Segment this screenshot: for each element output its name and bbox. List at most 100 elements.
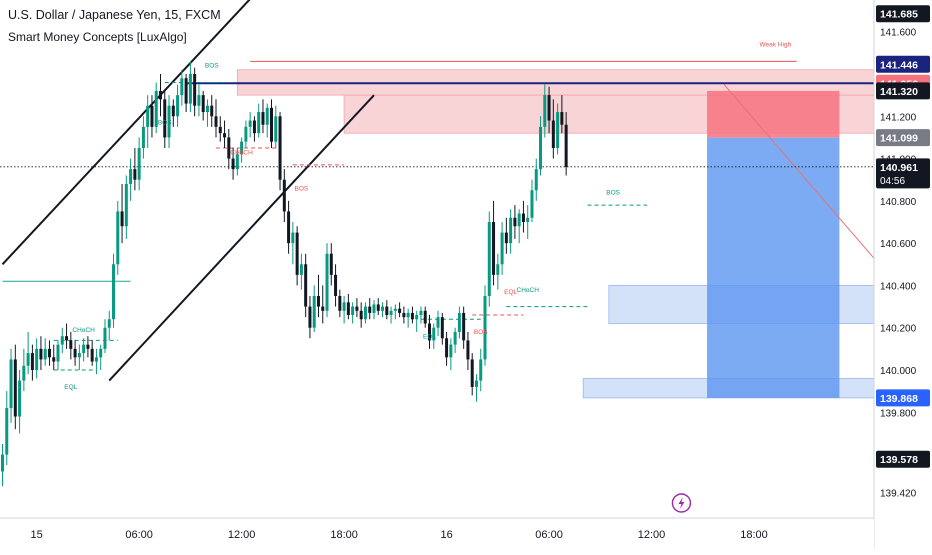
candle-body <box>513 217 517 227</box>
candle-body <box>73 348 77 358</box>
indicator-name[interactable]: Smart Money Concepts [LuxAlgo] <box>8 30 187 44</box>
price-tick: 140.400 <box>880 281 917 292</box>
smc-label-eql: EQL <box>423 333 436 340</box>
candle-body <box>1 454 4 472</box>
candle-body <box>457 312 461 332</box>
candle <box>99 344 103 370</box>
candle <box>517 209 521 244</box>
smc-label-eql: EQL <box>64 384 77 391</box>
candle <box>154 82 158 134</box>
candle <box>526 205 530 239</box>
candle <box>346 293 350 320</box>
candle <box>223 120 227 148</box>
channel-lower-line <box>108 94 375 382</box>
channel-upper-line <box>1 0 251 265</box>
candle-body <box>205 105 209 113</box>
candle <box>368 298 372 320</box>
smc-label-bos: BOS <box>474 329 488 336</box>
candle <box>547 86 551 134</box>
candle-body <box>133 169 137 180</box>
candle <box>227 128 231 170</box>
candle <box>167 95 171 148</box>
candle-body <box>99 348 103 358</box>
candle <box>376 298 380 316</box>
candle-body <box>406 312 410 318</box>
candle <box>116 200 120 275</box>
candle-body <box>368 306 372 313</box>
candle <box>210 95 214 127</box>
candle-body <box>184 78 188 104</box>
candle <box>402 306 406 324</box>
candle-body <box>291 232 295 244</box>
candle-body <box>359 310 363 320</box>
flash-icon-bolt <box>678 497 685 509</box>
candle <box>129 158 133 201</box>
candle-body <box>470 359 474 387</box>
candle <box>564 112 568 176</box>
candle <box>146 95 150 148</box>
candle <box>521 200 525 233</box>
candle <box>214 99 218 138</box>
candle-body <box>158 90 162 100</box>
candle-body <box>462 312 466 341</box>
candle <box>556 103 560 155</box>
candle <box>428 315 431 349</box>
candle <box>5 391 9 466</box>
candle-body <box>376 304 380 311</box>
candle-body <box>116 211 120 265</box>
candle-body <box>526 217 530 222</box>
price-badge-label: 141.320 <box>880 86 918 98</box>
candle <box>504 217 508 254</box>
candle <box>304 253 308 318</box>
candle <box>171 99 175 127</box>
candle <box>500 222 504 275</box>
candle-body <box>325 253 329 311</box>
candle <box>436 310 440 337</box>
candle <box>22 348 26 392</box>
candle-body <box>346 302 350 316</box>
candle <box>466 331 470 370</box>
candle <box>30 344 34 381</box>
price-tick: 140.000 <box>880 366 917 377</box>
candle <box>176 84 180 127</box>
candle <box>291 222 295 265</box>
candle <box>398 302 402 318</box>
smc-label-choch: CHoCH <box>72 327 95 334</box>
candle-body <box>77 353 81 358</box>
candle <box>338 289 342 318</box>
candle-body <box>372 304 376 313</box>
flash-icon <box>671 493 692 513</box>
price-badge <box>876 5 930 23</box>
candle <box>244 120 248 148</box>
candle <box>355 298 359 318</box>
smc-label-bos: BOS <box>205 63 219 70</box>
price-tick: 141.600 <box>880 28 917 39</box>
candle-body <box>560 112 564 125</box>
candle-body <box>351 306 355 316</box>
candle <box>282 169 286 222</box>
symbol-title[interactable]: U.S. Dollar / Japanese Yen, 15, FXCM <box>8 8 221 22</box>
candle-body <box>163 99 167 138</box>
smc-label-choch: CHoCH <box>230 149 253 156</box>
candle-body <box>82 344 86 354</box>
candle <box>316 274 320 318</box>
candle <box>60 327 64 354</box>
candle-body <box>564 124 568 168</box>
smc-label-choch: CHoCH <box>517 287 540 294</box>
candle <box>509 209 513 254</box>
candle-body <box>94 357 98 362</box>
candle-body <box>235 154 239 170</box>
candle <box>329 243 333 286</box>
candle-body <box>227 137 231 159</box>
candle <box>534 158 538 201</box>
price-tick: 140.200 <box>880 324 917 335</box>
candle <box>180 69 184 106</box>
candle <box>321 285 325 324</box>
candle-body <box>381 306 385 311</box>
candle-body <box>402 312 406 318</box>
candle <box>56 340 60 370</box>
candle-body <box>556 112 560 148</box>
candle-body <box>210 105 214 117</box>
